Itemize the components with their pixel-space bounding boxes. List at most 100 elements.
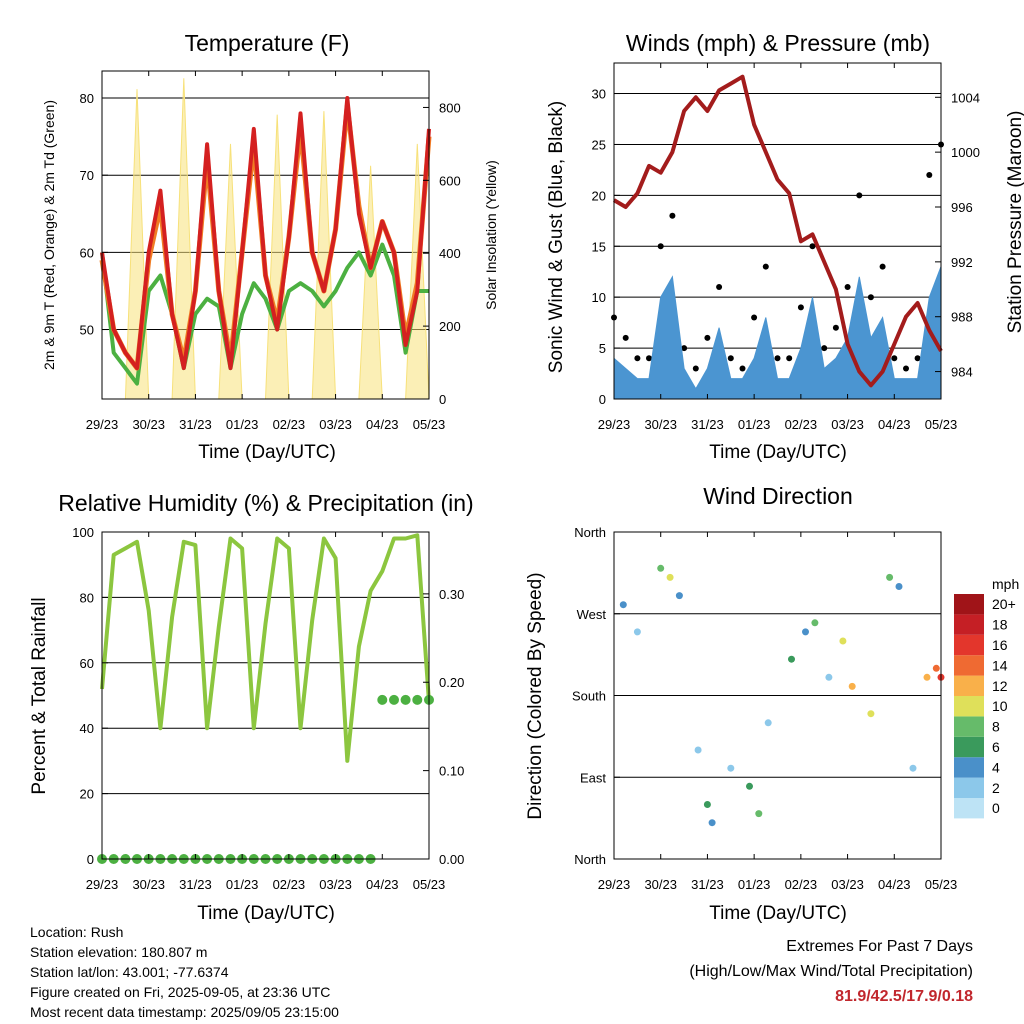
y-tick-label: 800 bbox=[439, 100, 461, 115]
direction-point bbox=[788, 655, 795, 663]
extremes-heading: Extremes For Past 7 Days bbox=[786, 938, 973, 955]
extremes-subheading: (High/Low/Max Wind/Total Precipitation) bbox=[689, 963, 973, 980]
gust-point bbox=[867, 294, 874, 301]
winds-ylabel: Sonic Wind & Gust (Blue, Black) bbox=[546, 101, 567, 373]
colorbar-label: 2 bbox=[992, 780, 1000, 796]
colorbar-swatch bbox=[954, 716, 984, 737]
precip-point bbox=[389, 694, 399, 705]
gust-point bbox=[809, 243, 816, 250]
colorbar-swatch bbox=[954, 777, 984, 798]
y-tick-label: 992 bbox=[951, 255, 973, 270]
gust-point bbox=[646, 355, 652, 362]
temperature-gridlines bbox=[102, 97, 429, 331]
wind-series bbox=[613, 266, 942, 400]
gust-point bbox=[751, 314, 758, 321]
colorbar-label: 20+ bbox=[992, 596, 1016, 612]
direction-ylabel: Direction (Colored By Speed) bbox=[525, 572, 546, 819]
humidity-title: Relative Humidity (%) & Precipitation (i… bbox=[58, 490, 473, 516]
station-info: Location: Rush Station elevation: 180.80… bbox=[30, 922, 339, 1022]
x-tick-label: 03/23 bbox=[831, 877, 864, 892]
x-tick-label: 01/23 bbox=[226, 417, 259, 432]
y-tick-label: 400 bbox=[439, 246, 461, 261]
y-tick-label: 25 bbox=[592, 137, 606, 152]
colorbar-label: 16 bbox=[992, 637, 1008, 653]
precip-point bbox=[400, 694, 411, 705]
colorbar-swatch bbox=[954, 757, 984, 778]
precipitation-series bbox=[97, 694, 434, 864]
gust-point bbox=[727, 355, 734, 362]
colorbar-swatch bbox=[954, 655, 984, 676]
colorbar-label: 14 bbox=[992, 657, 1008, 673]
station-elevation: Station elevation: 180.807 m bbox=[30, 944, 208, 960]
y-tick-label: 0 bbox=[439, 392, 446, 407]
temperature-ylabel: 2m & 9m T (Red, Orange) & 2m Td (Green) bbox=[41, 100, 57, 370]
rh-line bbox=[100, 533, 431, 763]
direction-gridlines bbox=[614, 613, 941, 778]
y-tick-label: 70 bbox=[80, 168, 94, 183]
colorbar-label: 10 bbox=[992, 698, 1008, 714]
colorbar-label: 6 bbox=[992, 739, 1000, 755]
x-tick-label: 31/23 bbox=[691, 417, 724, 432]
direction-point bbox=[675, 592, 683, 600]
extremes-box: Extremes For Past 7 Days (High/Low/Max W… bbox=[689, 934, 973, 1009]
x-tick-label: 03/23 bbox=[319, 417, 352, 432]
station-location: Location: Rush bbox=[30, 924, 124, 940]
winds-panel: Winds (mph) & Pressure (mb) 29/23 30/23 31… bbox=[546, 30, 1024, 463]
gust-point bbox=[903, 365, 909, 372]
direction-point bbox=[886, 573, 894, 581]
extremes-values: 81.9/42.5/17.9/0.18 bbox=[835, 988, 973, 1005]
y-tick-label: 5 bbox=[599, 341, 606, 356]
y-tick-label: 50 bbox=[80, 323, 94, 338]
y-tick-label: 80 bbox=[80, 91, 94, 106]
x-tick-label: 01/23 bbox=[226, 877, 259, 892]
x-tick-label: 02/23 bbox=[785, 417, 818, 432]
humidity-plot-frame bbox=[101, 531, 430, 860]
direction-title: Wind Direction bbox=[703, 483, 853, 509]
temperature-series bbox=[99, 96, 432, 386]
direction-points bbox=[619, 564, 945, 827]
temperature-title: Temperature (F) bbox=[185, 30, 350, 56]
direction-point bbox=[657, 564, 665, 572]
y-tick-label: East bbox=[580, 770, 606, 785]
colorbar-swatch bbox=[954, 675, 984, 696]
x-tick-label: 29/23 bbox=[598, 877, 631, 892]
x-tick-label: 30/23 bbox=[644, 877, 677, 892]
x-tick-label: 02/23 bbox=[273, 417, 306, 432]
direction-axes: 29/23 30/23 31/23 01/23 02/23 03/23 04/23 05/23… bbox=[572, 525, 957, 892]
x-tick-label: 29/23 bbox=[86, 877, 119, 892]
gust-point bbox=[681, 345, 688, 352]
direction-point bbox=[802, 628, 809, 636]
gust-point bbox=[832, 324, 839, 331]
gust-point bbox=[657, 243, 664, 250]
y-tick-label: 10 bbox=[592, 290, 606, 305]
direction-point bbox=[867, 710, 875, 718]
station-latlon: Station lat/lon: 43.001; -77.6374 bbox=[30, 964, 229, 980]
gust-point bbox=[669, 212, 676, 219]
precip-point bbox=[412, 694, 423, 705]
gust-point bbox=[634, 355, 641, 362]
y-tick-label: 80 bbox=[80, 590, 94, 605]
x-tick-label: 30/23 bbox=[644, 417, 677, 432]
winds-xlabel: Time (Day/UTC) bbox=[709, 442, 847, 463]
relative-humidity-series bbox=[100, 533, 431, 763]
direction-point bbox=[666, 573, 674, 581]
humidity-xlabel: Time (Day/UTC) bbox=[197, 903, 335, 924]
precip-point bbox=[377, 694, 388, 705]
y-tick-label: 60 bbox=[80, 656, 94, 671]
y-tick-label: 20 bbox=[80, 787, 94, 802]
direction-point bbox=[839, 637, 847, 645]
x-tick-label: 30/23 bbox=[132, 877, 165, 892]
colorbar-swatch bbox=[954, 614, 984, 635]
x-tick-label: 05/23 bbox=[413, 417, 446, 432]
x-tick-label: 05/23 bbox=[413, 877, 446, 892]
temperature-plot-frame bbox=[101, 70, 430, 400]
y-tick-label: 1004 bbox=[951, 90, 980, 105]
figure-created: Figure created on Fri, 2025-09-05, at 23… bbox=[30, 984, 331, 1000]
direction-point bbox=[619, 601, 627, 609]
x-tick-label: 01/23 bbox=[738, 877, 771, 892]
solar-ylabel: Solar Insolation (Yellow) bbox=[483, 160, 499, 310]
humidity-gridlines bbox=[102, 596, 429, 795]
x-tick-label: 03/23 bbox=[831, 417, 864, 432]
direction-point bbox=[895, 583, 903, 590]
colorbar-swatch bbox=[954, 736, 984, 758]
